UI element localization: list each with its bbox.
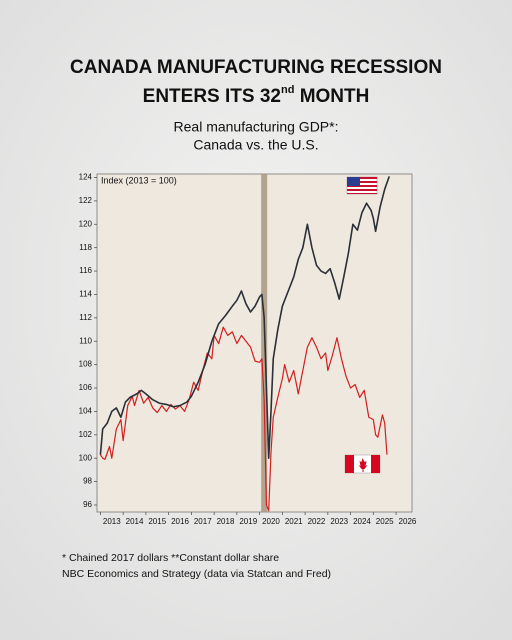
- x-tick-label: 2025: [376, 517, 394, 526]
- y-tick-label: 106: [79, 383, 93, 392]
- x-tick-label: 2018: [217, 517, 235, 526]
- x-tick-label: 2024: [353, 517, 371, 526]
- shade-band: [261, 174, 268, 512]
- title: CANADA MANUFACTURING RECESSION: [70, 57, 442, 78]
- footnote: * Chained 2017 dollars **Constant dollar…: [62, 552, 279, 564]
- plot: 96 98 100 102 104 106 108 110 112 114 116 118 120 122…: [79, 173, 417, 526]
- us-flag: [346, 176, 378, 195]
- x-tick-label: 2020: [262, 517, 280, 526]
- x-tick-label: 2014: [126, 517, 144, 526]
- series-line: [99, 326, 388, 512]
- x-tick-label: 2023: [330, 517, 348, 526]
- y-tick-label: 108: [79, 360, 93, 369]
- x-tick-label: 2016: [171, 517, 189, 526]
- y-tick-label: 116: [79, 266, 92, 275]
- x-tick-label: 2015: [148, 517, 166, 526]
- x-tick-label: 2022: [308, 517, 326, 526]
- title-part: MONTH: [294, 86, 369, 107]
- x-tick-label: 2021: [285, 517, 303, 526]
- title-part: ENTERS ITS 32: [143, 86, 281, 107]
- chart-title: Real manufacturing GDP*:: [174, 119, 339, 135]
- y-tick-label: 118: [79, 243, 92, 252]
- canada-flag: [344, 454, 381, 474]
- y-tick-label: 96: [83, 500, 92, 509]
- source: NBC Economics and Strategy (data via Sta…: [62, 568, 331, 580]
- x-tick-label: 2019: [239, 517, 257, 526]
- y-tick-label: 120: [79, 219, 93, 228]
- x-tick-label: 2013: [103, 517, 121, 526]
- y-tick-label: 100: [79, 453, 93, 462]
- x-tick-label: 2026: [399, 517, 417, 526]
- y-tick-label: 98: [83, 477, 92, 486]
- y-tick-label: 122: [79, 196, 93, 205]
- series-line: [99, 176, 391, 459]
- title: ENTERS ITS 32nd MONTH: [143, 84, 370, 107]
- x-tick-label: 2017: [194, 517, 212, 526]
- y-tick-label: 102: [79, 430, 93, 439]
- title-superscript: nd: [281, 84, 294, 96]
- series-group: [99, 176, 391, 512]
- y-tick-label: 104: [79, 407, 93, 416]
- y-axis-label: Index (2013 = 100): [101, 175, 177, 185]
- y-tick-label: 110: [79, 336, 92, 345]
- y-tick-label: 114: [79, 290, 92, 299]
- y-tick-label: 124: [79, 173, 93, 182]
- chart-title: Canada vs. the U.S.: [193, 137, 318, 153]
- y-tick-label: 112: [79, 313, 92, 322]
